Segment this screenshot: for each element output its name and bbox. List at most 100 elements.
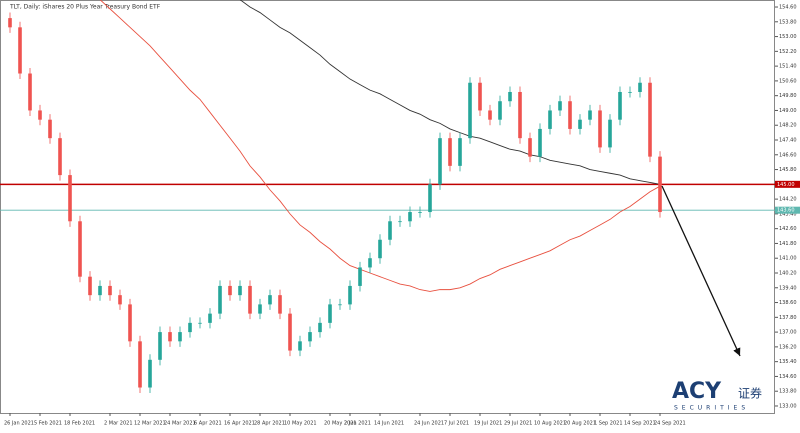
candle-body (258, 304, 262, 314)
candle-body (558, 101, 562, 111)
y-tick-label: 140.20 (779, 270, 797, 276)
y-tick-label: 148.20 (779, 123, 797, 129)
candle-body (288, 313, 292, 351)
candle-body (498, 101, 502, 120)
y-tick-label: 149.80 (779, 93, 797, 99)
candle-body (308, 332, 312, 342)
y-tick-label: 143.40 (779, 211, 797, 217)
candle-body (408, 212, 412, 222)
candle-body (638, 82, 642, 92)
candle-body (118, 295, 122, 305)
candle-body (58, 138, 62, 176)
candle-body (98, 285, 102, 296)
candle-body (148, 359, 152, 388)
candle-body (648, 82, 652, 157)
y-tick-label: 133.00 (779, 403, 797, 409)
candle-body (388, 221, 392, 240)
logo: ACY (672, 379, 722, 404)
y-tick-label: 136.20 (779, 344, 797, 350)
y-tick-label: 149.00 (779, 108, 797, 114)
x-tick-label: 24 Sep 2021 (654, 421, 686, 427)
y-tick-label: 145.80 (779, 167, 797, 173)
candle-body (158, 332, 162, 360)
x-tick-label: 2 Mar 2021 (104, 421, 133, 427)
candle-body (178, 332, 182, 342)
candle-body (198, 322, 202, 324)
x-tick-label: 20 Aug 2021 (564, 421, 596, 427)
y-tick-label: 151.40 (779, 64, 797, 70)
candle-body (548, 110, 552, 129)
x-tick-label: 18 Feb 2021 (64, 421, 95, 427)
price-label-bg (775, 180, 800, 188)
candle-body (568, 101, 572, 129)
y-tick-label: 146.60 (779, 152, 797, 158)
candle-body (478, 82, 482, 111)
candle-body (398, 221, 402, 223)
y-tick-label: 154.60 (779, 5, 797, 11)
x-tick-label: 19 Jul 2021 (474, 421, 502, 427)
candle-body (458, 138, 462, 166)
candle-body (368, 258, 372, 268)
candle-body (298, 341, 302, 351)
x-tick-label: 5 Feb 2021 (34, 421, 62, 427)
y-tick-label: 153.00 (779, 34, 797, 40)
x-tick-label: 14 Sep 2021 (624, 421, 656, 427)
y-tick-label: 141.00 (779, 256, 797, 262)
y-tick-label: 141.80 (779, 241, 797, 247)
y-tick-label: 152.20 (779, 49, 797, 55)
candle-body (468, 82, 472, 139)
x-tick-label: 7 Jul 2021 (444, 421, 469, 427)
candle-body (88, 276, 92, 296)
y-tick-label: 144.20 (779, 197, 797, 203)
x-tick-label: 10 May 2021 (284, 421, 317, 427)
x-tick-label: 24 Jun 2021 (414, 421, 444, 427)
candle-body (228, 285, 232, 296)
y-tick-label: 137.80 (779, 315, 797, 321)
x-tick-label: 2 Jun 2021 (344, 421, 371, 427)
x-tick-label: 10 Aug 2021 (534, 421, 566, 427)
candle-body (518, 91, 522, 139)
candle-body (328, 304, 332, 323)
candle-body (358, 267, 362, 286)
candle-body (48, 119, 52, 139)
forecast-arrow (661, 185, 741, 357)
candle-body (138, 341, 142, 388)
candle-body (348, 285, 352, 305)
x-tick-label: 1 Sep 2021 (594, 421, 623, 427)
candle-body (218, 285, 222, 314)
plot-frame (0, 0, 775, 414)
candle-body (618, 91, 622, 120)
candle-body (268, 295, 272, 305)
x-tick-label: 14 Jun 2021 (374, 421, 404, 427)
candle-body (528, 138, 532, 157)
candle-body (18, 27, 22, 74)
candle-body (78, 221, 82, 277)
candle-body (628, 91, 632, 93)
chart-title: TLT, Daily: iShares 20 Plus Year Treasur… (9, 4, 161, 11)
candle-body (578, 119, 582, 129)
y-tick-label: 142.60 (779, 226, 797, 232)
moving-average (99, 0, 661, 292)
y-tick-label: 150.60 (779, 78, 797, 84)
logo-sub: SECURITIES (674, 405, 749, 412)
candle-body (208, 313, 212, 323)
candle-body (448, 138, 452, 166)
y-tick-label: 147.40 (779, 138, 797, 144)
candle-body (658, 156, 662, 213)
x-tick-label: 6 Apr 2021 (194, 421, 222, 427)
candle-body (508, 91, 512, 102)
y-tick-label: 139.40 (779, 285, 797, 291)
candle-body (488, 110, 492, 120)
candle-body (338, 304, 342, 306)
candle-body (108, 285, 112, 296)
candle-body (68, 175, 72, 222)
candle-body (538, 128, 542, 157)
candle-body (238, 285, 242, 296)
x-tick-label: 28 Apr 2021 (254, 421, 285, 427)
x-tick-label: 12 Mar 2021 (134, 421, 166, 427)
x-tick-label: 16 Apr 2021 (224, 421, 255, 427)
candle-body (438, 138, 442, 185)
price-label: 143.60 (777, 208, 795, 214)
x-tick-label: 29 Jul 2021 (504, 421, 532, 427)
